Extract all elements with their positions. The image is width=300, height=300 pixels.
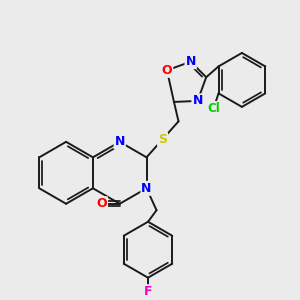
Text: N: N: [192, 94, 203, 107]
Text: N: N: [141, 182, 152, 195]
Text: O: O: [96, 197, 107, 210]
Text: S: S: [158, 133, 167, 146]
Text: N: N: [115, 135, 125, 148]
Text: N: N: [185, 55, 196, 68]
Text: F: F: [144, 285, 152, 298]
Text: Cl: Cl: [207, 102, 220, 115]
Text: O: O: [162, 64, 172, 77]
